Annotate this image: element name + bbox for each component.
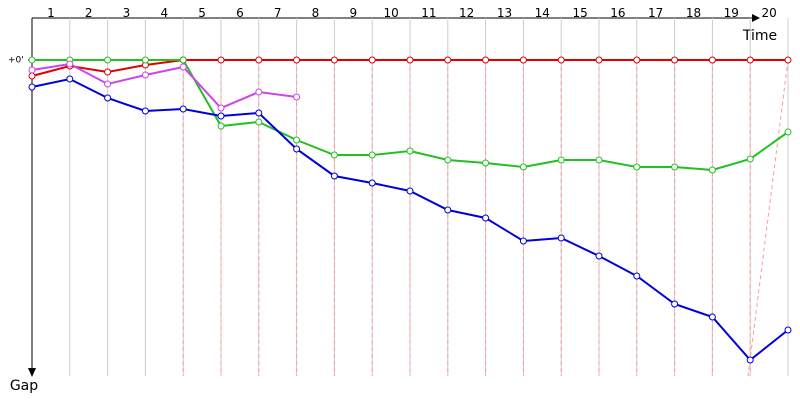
data-point (28, 83, 36, 91)
data-point (217, 122, 225, 130)
data-point (671, 56, 679, 64)
x-tick-label: 16 (610, 6, 625, 20)
data-point (444, 156, 452, 164)
series-line (31, 62, 297, 110)
x-tick-label: 6 (236, 6, 244, 20)
data-point (255, 118, 263, 126)
data-point (746, 155, 754, 163)
data-point (482, 56, 490, 64)
data-point (406, 56, 414, 64)
data-point (293, 145, 301, 153)
data-point (104, 80, 112, 88)
data-point (708, 166, 716, 174)
x-tick-label: 10 (383, 6, 398, 20)
data-point (28, 72, 36, 80)
x-tick-label: 12 (459, 6, 474, 20)
data-point (557, 156, 565, 164)
x-tick-label: 3 (123, 6, 131, 20)
data-point (519, 237, 527, 245)
x-tick-label: 9 (349, 6, 357, 20)
data-point (141, 71, 149, 79)
data-point (557, 234, 565, 242)
data-point (330, 56, 338, 64)
data-point (104, 94, 112, 102)
data-point (217, 112, 225, 120)
data-point (671, 300, 679, 308)
data-point (179, 63, 187, 71)
data-point (633, 163, 641, 171)
data-point (66, 75, 74, 83)
data-point (633, 56, 641, 64)
data-point (784, 128, 792, 136)
y-axis-title: Gap (10, 378, 38, 394)
data-point (519, 56, 527, 64)
x-tick-label: 1 (47, 6, 55, 20)
data-point (784, 56, 792, 64)
data-point (368, 56, 376, 64)
x-tick-label: 17 (648, 6, 663, 20)
x-tick-label: 4 (160, 6, 168, 20)
data-point (217, 56, 225, 64)
data-point (746, 356, 754, 364)
x-tick-label: 2 (85, 6, 93, 20)
data-point (255, 109, 263, 117)
data-point (255, 88, 263, 96)
data-point (557, 56, 565, 64)
data-point (746, 56, 754, 64)
data-point (671, 163, 679, 171)
data-point (444, 206, 452, 214)
data-point (406, 187, 414, 195)
x-tick-label: 11 (421, 6, 436, 20)
data-point (293, 136, 301, 144)
data-point (368, 151, 376, 159)
data-point (104, 68, 112, 76)
data-point (66, 60, 74, 68)
data-point (330, 172, 338, 180)
data-point (293, 56, 301, 64)
data-point (633, 272, 641, 280)
data-point (330, 151, 338, 159)
x-tick-label: 20 (761, 6, 776, 20)
x-axis-title: Time (742, 28, 777, 44)
data-point (784, 326, 792, 334)
data-point (482, 159, 490, 167)
data-point (708, 313, 716, 321)
data-point (141, 56, 149, 64)
x-tick-label: 13 (497, 6, 512, 20)
x-tick-label: 5 (198, 6, 206, 20)
y-axis-arrow (28, 368, 36, 377)
x-tick-label: 18 (686, 6, 701, 20)
x-tick-label: 15 (572, 6, 587, 20)
data-point (444, 56, 452, 64)
data-point (179, 105, 187, 113)
data-point (595, 56, 603, 64)
data-point (255, 56, 263, 64)
data-point (406, 147, 414, 155)
data-point (28, 66, 36, 74)
data-point (141, 107, 149, 115)
y-tick-label: +0' (8, 56, 24, 66)
x-axis-arrow (752, 14, 760, 22)
x-tick-label: 19 (724, 6, 739, 20)
data-point (708, 56, 716, 64)
data-point (482, 214, 490, 222)
data-point (519, 163, 527, 171)
x-tick-label: 8 (312, 6, 320, 20)
x-tick-label: 7 (274, 6, 282, 20)
data-point (293, 93, 301, 101)
data-point (179, 56, 187, 64)
data-point (595, 156, 603, 164)
data-point (217, 104, 225, 112)
data-point (104, 56, 112, 64)
x-tick-label: 14 (535, 6, 550, 20)
data-point (28, 56, 36, 64)
data-point (368, 179, 376, 187)
data-point (595, 252, 603, 260)
lap-link (747, 59, 789, 377)
